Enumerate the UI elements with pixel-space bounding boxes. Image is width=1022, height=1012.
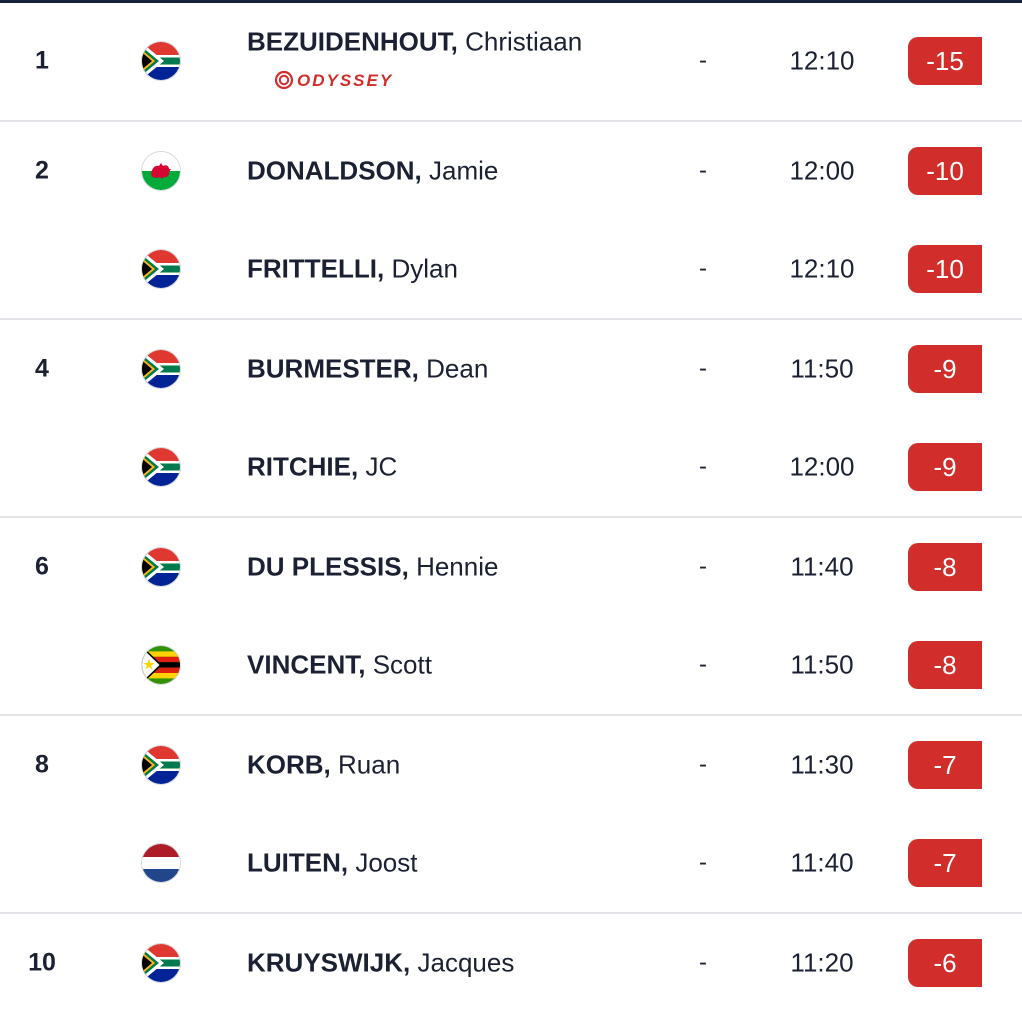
position-cell: 4 [35, 354, 49, 383]
score-badge: -9 [908, 345, 982, 393]
player-first-name: Christiaan [465, 26, 583, 57]
player-last-name: LUITEN, [247, 847, 349, 878]
score-badge: -8 [908, 543, 982, 591]
score-badge: -7 [908, 741, 982, 789]
south-africa-flag-icon [142, 350, 180, 388]
player-name[interactable]: VINCENT, Scott [247, 650, 432, 681]
score-badge: -7 [908, 839, 982, 887]
player-first-name: Hennie [416, 551, 499, 582]
leaderboard-row[interactable]: 2 DONALDSON, Jamie - 12:00 -10 [0, 122, 1022, 220]
leaderboard-row[interactable]: RITCHIE, JC - 12:00 -9 [0, 418, 1022, 516]
player-name[interactable]: LUITEN, Joost [247, 848, 418, 879]
player-first-name: Dylan [391, 253, 458, 284]
leaderboard-row[interactable]: 6 DU PLESSIS, Hennie - 11:40 -8 [0, 518, 1022, 616]
position-cell: 8 [35, 750, 49, 779]
zimbabwe-flag-icon [142, 646, 180, 684]
player-name[interactable]: DONALDSON, Jamie [247, 156, 498, 187]
player-last-name: BURMESTER, [247, 353, 419, 384]
score-badge: -8 [908, 641, 982, 689]
player-name[interactable]: KORB, Ruan [247, 750, 400, 781]
player-name[interactable]: BEZUIDENHOUT, Christiaan [247, 27, 582, 58]
player-first-name: Joost [355, 847, 418, 878]
player-last-name: KRUYSWIJK, [247, 947, 411, 978]
player-name[interactable]: FRITTELLI, Dylan [247, 254, 458, 285]
thru-cell: - [699, 949, 707, 976]
thru-cell: - [699, 255, 707, 282]
player-first-name: Dean [426, 353, 489, 384]
player-last-name: RITCHIE, [247, 451, 359, 482]
leaderboard-row[interactable]: VINCENT, Scott - 11:50 -8 [0, 616, 1022, 714]
sponsor-label: ODYSSEY [297, 71, 393, 90]
south-africa-flag-icon [142, 548, 180, 586]
thru-cell: - [699, 453, 707, 480]
player-last-name: KORB, [247, 749, 331, 780]
player-first-name: JC [365, 451, 398, 482]
tee-time-cell: 11:50 [790, 353, 854, 384]
south-africa-flag-icon [142, 944, 180, 982]
tee-time-cell: 11:50 [790, 649, 854, 680]
leaderboard-table: 1 BEZUIDENHOUT, Christiaan ODYSSEY -12:10 -1… [0, 3, 1022, 1012]
leaderboard-row[interactable]: 10 KRUYSWIJK, Jacques - 11:20 -6 [0, 914, 1022, 1012]
thru-cell: - [699, 157, 707, 184]
player-last-name: FRITTELLI, [247, 253, 385, 284]
position-cell: 10 [28, 948, 56, 977]
player-name[interactable]: RITCHIE, JC [247, 452, 397, 483]
player-first-name: Ruan [338, 749, 401, 780]
player-first-name: Jamie [429, 155, 499, 186]
thru-cell: - [699, 751, 707, 778]
south-africa-flag-icon [142, 746, 180, 784]
score-badge: -6 [908, 939, 982, 987]
odyssey-logo-icon: ODYSSEY [273, 67, 418, 93]
tee-time-cell: 11:40 [790, 847, 854, 878]
tee-time-cell: 12:00 [789, 155, 855, 186]
wales-flag-icon [142, 152, 180, 190]
top-border [0, 0, 1022, 3]
group-divider [0, 516, 1022, 518]
thru-cell: - [699, 553, 707, 580]
tee-time-cell: 11:20 [790, 947, 854, 978]
south-africa-flag-icon [142, 250, 180, 288]
player-last-name: DU PLESSIS, [247, 551, 409, 582]
position-cell: 1 [35, 46, 49, 75]
score-badge: -15 [908, 37, 982, 85]
group-divider [0, 912, 1022, 914]
thru-cell: - [699, 651, 707, 678]
tee-time-cell: 12:10 [789, 45, 855, 76]
position-cell: 2 [35, 156, 49, 185]
score-badge: -10 [908, 147, 982, 195]
player-last-name: BEZUIDENHOUT, [247, 26, 458, 57]
thru-cell: - [699, 355, 707, 382]
score-badge: -10 [908, 245, 982, 293]
tee-time-cell: 12:00 [789, 451, 855, 482]
tee-time-cell: 11:40 [790, 551, 854, 582]
player-name[interactable]: BURMESTER, Dean [247, 354, 488, 385]
tee-time-cell: 11:30 [790, 749, 854, 780]
south-africa-flag-icon [142, 448, 180, 486]
netherlands-flag-icon [142, 844, 180, 882]
player-last-name: DONALDSON, [247, 155, 422, 186]
thru-cell: - [699, 47, 707, 74]
position-cell: 6 [35, 552, 49, 581]
player-first-name: Scott [372, 649, 432, 680]
group-divider [0, 318, 1022, 320]
score-badge: -9 [908, 443, 982, 491]
player-first-name: Jacques [417, 947, 515, 978]
leaderboard-row[interactable]: 8 KORB, Ruan - 11:30 -7 [0, 716, 1022, 814]
group-divider [0, 120, 1022, 122]
south-africa-flag-icon [142, 42, 180, 80]
leaderboard-row[interactable]: LUITEN, Joost - 11:40 -7 [0, 814, 1022, 912]
player-last-name: VINCENT, [247, 649, 366, 680]
group-divider [0, 714, 1022, 716]
player-name[interactable]: DU PLESSIS, Hennie [247, 552, 498, 583]
player-name[interactable]: KRUYSWIJK, Jacques [247, 948, 514, 979]
leaderboard-row[interactable]: 1 BEZUIDENHOUT, Christiaan ODYSSEY - 12:10 -1… [0, 3, 1022, 120]
tee-time-cell: 12:10 [789, 253, 855, 284]
leaderboard-row[interactable]: FRITTELLI, Dylan - 12:10 -10 [0, 220, 1022, 318]
thru-cell: - [699, 849, 707, 876]
leaderboard-row[interactable]: 4 BURMESTER, Dean - 11:50 -9 [0, 320, 1022, 418]
